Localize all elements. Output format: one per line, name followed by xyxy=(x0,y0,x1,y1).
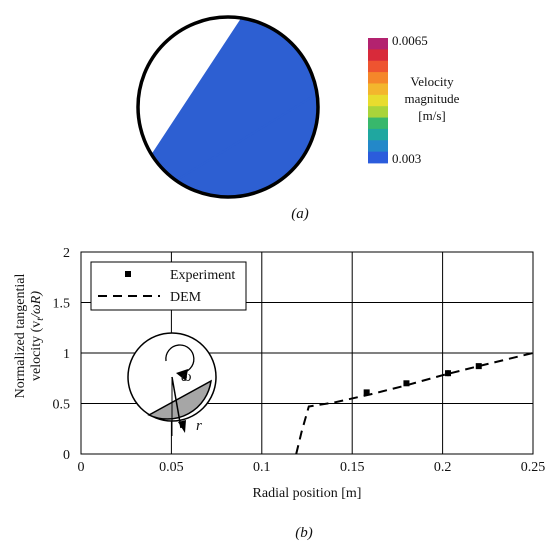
colorbar-title-line-2: magnitude xyxy=(405,91,460,106)
inset-rotation-arrowhead xyxy=(176,369,188,381)
x-tick-label: 0.15 xyxy=(340,460,365,475)
experiment-point xyxy=(475,363,482,370)
colorbar: 0.0065 0.003 Velocity magnitude [m/s] xyxy=(368,33,460,166)
experiment-point xyxy=(445,370,452,377)
legend: Experiment DEM xyxy=(90,261,247,311)
inset-r-label: r xyxy=(196,418,202,434)
drum-outline xyxy=(136,15,320,199)
colorbar-title-line-1: Velocity xyxy=(410,74,454,89)
x-tick-label: 0.25 xyxy=(521,460,546,475)
colorbar-cell xyxy=(368,38,388,50)
y-axis-label-subscript: t xyxy=(35,318,46,321)
legend-label-experiment: Experiment xyxy=(170,268,235,283)
drum-schematic-inset: ω r xyxy=(127,332,217,436)
y-tick-label: 1 xyxy=(63,347,70,362)
inset-omega-label: ω xyxy=(181,369,192,385)
y-tick-label: 0 xyxy=(63,448,70,463)
x-axis-label: Radial position [m] xyxy=(253,486,362,501)
series-dem xyxy=(295,352,534,455)
y-tick-label: 1.5 xyxy=(53,297,71,312)
experiment-point xyxy=(363,389,370,396)
chart: 0 0.05 0.1 0.15 0.2 0.25 0 0.5 1 1.5 2 Radial pos… xyxy=(13,246,545,501)
colorbar-cell xyxy=(368,128,388,141)
inset-radius-line xyxy=(171,376,182,429)
colorbar-max-label: 0.0065 xyxy=(392,33,428,48)
bed-free-surface xyxy=(179,91,318,179)
legend-marker-experiment xyxy=(125,271,131,277)
colorbar-cell xyxy=(368,94,388,107)
y-axis-label-prefix: velocity (v xyxy=(29,321,44,381)
colorbar-cell xyxy=(368,140,388,153)
y-tick-labels: 0 0.5 1 1.5 2 xyxy=(53,246,71,463)
x-tick-label: 0.1 xyxy=(253,460,271,475)
velocity-band xyxy=(138,17,318,197)
x-tick-label: 0.2 xyxy=(434,460,452,475)
x-tick-label: 0.05 xyxy=(159,460,184,475)
colorbar-min-label: 0.003 xyxy=(392,151,421,166)
experiment-point xyxy=(403,380,410,387)
colorbar-cell xyxy=(368,151,388,164)
y-axis-label: Normalized tangential velocity (vt/ωR) xyxy=(13,274,46,399)
colorbar-cell xyxy=(368,117,388,130)
colorbar-cell xyxy=(368,83,388,96)
dem-line xyxy=(295,352,534,455)
panel-a-caption: (a) xyxy=(291,206,309,222)
x-tick-labels: 0 0.05 0.1 0.15 0.2 0.25 xyxy=(78,460,546,475)
inset-radius-arrowhead xyxy=(178,420,186,433)
colorbar-cell xyxy=(368,49,388,62)
colorbar-cells xyxy=(368,38,388,164)
colorbar-cell xyxy=(368,60,388,73)
series-experiment xyxy=(363,363,482,396)
legend-label-dem: DEM xyxy=(170,290,202,305)
colorbar-cell xyxy=(368,106,388,118)
plot-frame xyxy=(80,251,534,455)
colorbar-title-line-3: [m/s] xyxy=(418,108,445,123)
y-axis-label-line-2: velocity (vt/ωR) xyxy=(29,291,46,381)
inset-granular-bed xyxy=(147,379,212,420)
x-tick-label: 0 xyxy=(78,460,85,475)
y-tick-label: 2 xyxy=(63,246,70,261)
legend-box xyxy=(90,261,247,311)
y-tick-label: 0.5 xyxy=(53,398,71,413)
y-axis-label-suffix: /ωR) xyxy=(29,291,44,319)
inset-rotation-arc xyxy=(165,344,195,374)
colorbar-cell xyxy=(368,72,388,84)
y-axis-label-line-1: Normalized tangential xyxy=(13,274,28,399)
panel-b-caption: (b) xyxy=(295,525,313,541)
